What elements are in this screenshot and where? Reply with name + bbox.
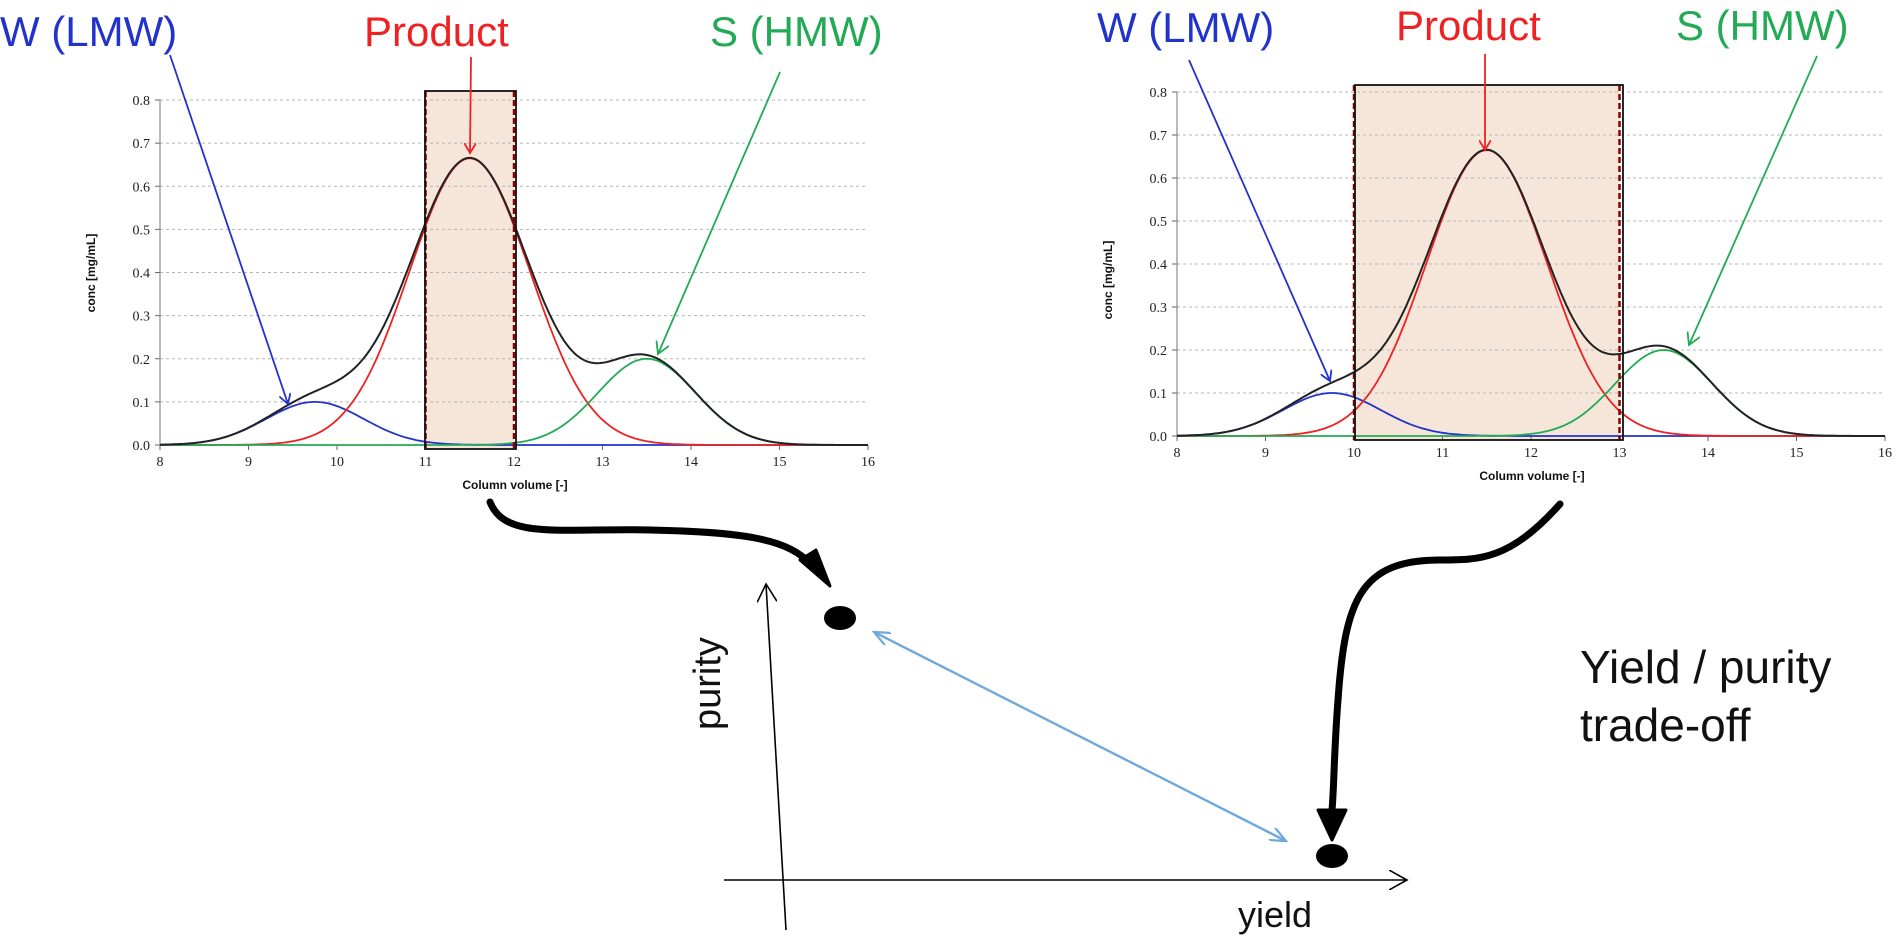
y-tick-label: 0.2 <box>133 353 151 368</box>
x-axis-title: Column volume [-] <box>1479 469 1584 483</box>
x-tick-label: 11 <box>419 455 432 470</box>
x-tick-label: 10 <box>1347 446 1361 461</box>
series-total-curve <box>1177 148 1885 437</box>
pointer-hmw <box>1689 55 1818 345</box>
cut-window-fill <box>1354 85 1620 440</box>
yield-purity-plot: yield purity Yield / purity trade-off <box>687 584 1831 935</box>
x-tick-label: 13 <box>596 455 610 470</box>
flow-arrowhead-right <box>1316 808 1348 842</box>
y-tick-label: 0.4 <box>133 267 151 282</box>
y-tick-label: 0.0 <box>1150 430 1168 445</box>
x-axis-title: Column volume [-] <box>462 478 567 492</box>
y-tick-label: 0.0 <box>133 439 151 454</box>
x-tick-label: 14 <box>684 455 698 470</box>
x-tick-label: 15 <box>773 455 787 470</box>
y-tick-label: 0.7 <box>133 137 151 152</box>
y-tick-label: 0.4 <box>1150 258 1168 273</box>
x-tick-label: 9 <box>245 455 252 470</box>
flow-arrowhead-left <box>798 548 832 588</box>
tradeoff-arrow <box>874 632 1286 841</box>
y-axis-title: conc [mg/mL] <box>1101 241 1115 320</box>
x-tick-label: 12 <box>507 455 521 470</box>
x-tick-label: 8 <box>1174 446 1181 461</box>
flow-arrow-left <box>486 498 816 570</box>
x-tick-label: 9 <box>1262 446 1269 461</box>
point-wide-cut <box>1316 844 1348 868</box>
yield-axis-label: yield <box>1238 894 1312 935</box>
y-tick-label: 0.3 <box>133 310 151 325</box>
x-tick-label: 16 <box>861 455 875 470</box>
point-narrow-cut <box>824 606 856 630</box>
y-tick-label: 0.1 <box>1150 387 1168 402</box>
label-lmw: W (LMW) <box>0 8 177 55</box>
y-axis-title: conc [mg/mL] <box>84 234 98 313</box>
x-tick-label: 12 <box>1524 446 1538 461</box>
label-product: Product <box>1396 2 1541 49</box>
x-tick-label: 8 <box>157 455 164 470</box>
y-tick-label: 0.5 <box>1150 215 1168 230</box>
x-tick-label: 10 <box>330 455 344 470</box>
x-tick-label: 14 <box>1701 446 1715 461</box>
label-hmw: S (HMW) <box>1676 2 1849 49</box>
y-tick-label: 0.1 <box>133 396 151 411</box>
purity-axis-label: purity <box>687 637 729 730</box>
label-product: Product <box>364 8 509 55</box>
label-lmw: W (LMW) <box>1097 4 1274 51</box>
flow-arrows <box>486 498 1564 842</box>
y-tick-label: 0.8 <box>133 94 151 109</box>
y-tick-label: 0.6 <box>1150 172 1168 187</box>
x-tick-label: 13 <box>1613 446 1627 461</box>
chromatogram-wide-cut: 0.0 0.1 0.2 0.3 0.4 0.5 0.6 0.7 0.8 8 9 10 11 12 13 14 1… <box>1097 2 1892 483</box>
pointer-lmw <box>169 54 288 404</box>
flow-arrow-right <box>1328 500 1564 814</box>
chromatogram-narrow-cut: 0.0 0.1 0.2 0.3 0.4 0.5 0.6 0.7 0.8 8 9 10 11 12 13 14 1… <box>0 8 883 492</box>
pointer-product <box>470 56 471 153</box>
pointer-lmw <box>1188 59 1330 381</box>
y-tick-label: 0.2 <box>1150 344 1168 359</box>
tradeoff-note-line2: trade-off <box>1580 699 1751 751</box>
tradeoff-note-line1: Yield / purity <box>1580 641 1831 693</box>
label-hmw: S (HMW) <box>710 8 883 55</box>
y-tick-label: 0.7 <box>1150 129 1168 144</box>
x-tick-label: 15 <box>1790 446 1804 461</box>
cut-window-frame <box>1354 84 1624 441</box>
pointer-hmw <box>658 71 781 354</box>
purity-axis <box>766 584 787 931</box>
y-tick-label: 0.3 <box>1150 301 1168 316</box>
x-tick-label: 16 <box>1878 446 1892 461</box>
y-tick-label: 0.5 <box>133 223 151 238</box>
y-tick-label: 0.6 <box>133 180 151 195</box>
x-tick-label: 11 <box>1436 446 1449 461</box>
y-tick-label: 0.8 <box>1150 86 1168 101</box>
series-total-curve <box>160 156 868 446</box>
